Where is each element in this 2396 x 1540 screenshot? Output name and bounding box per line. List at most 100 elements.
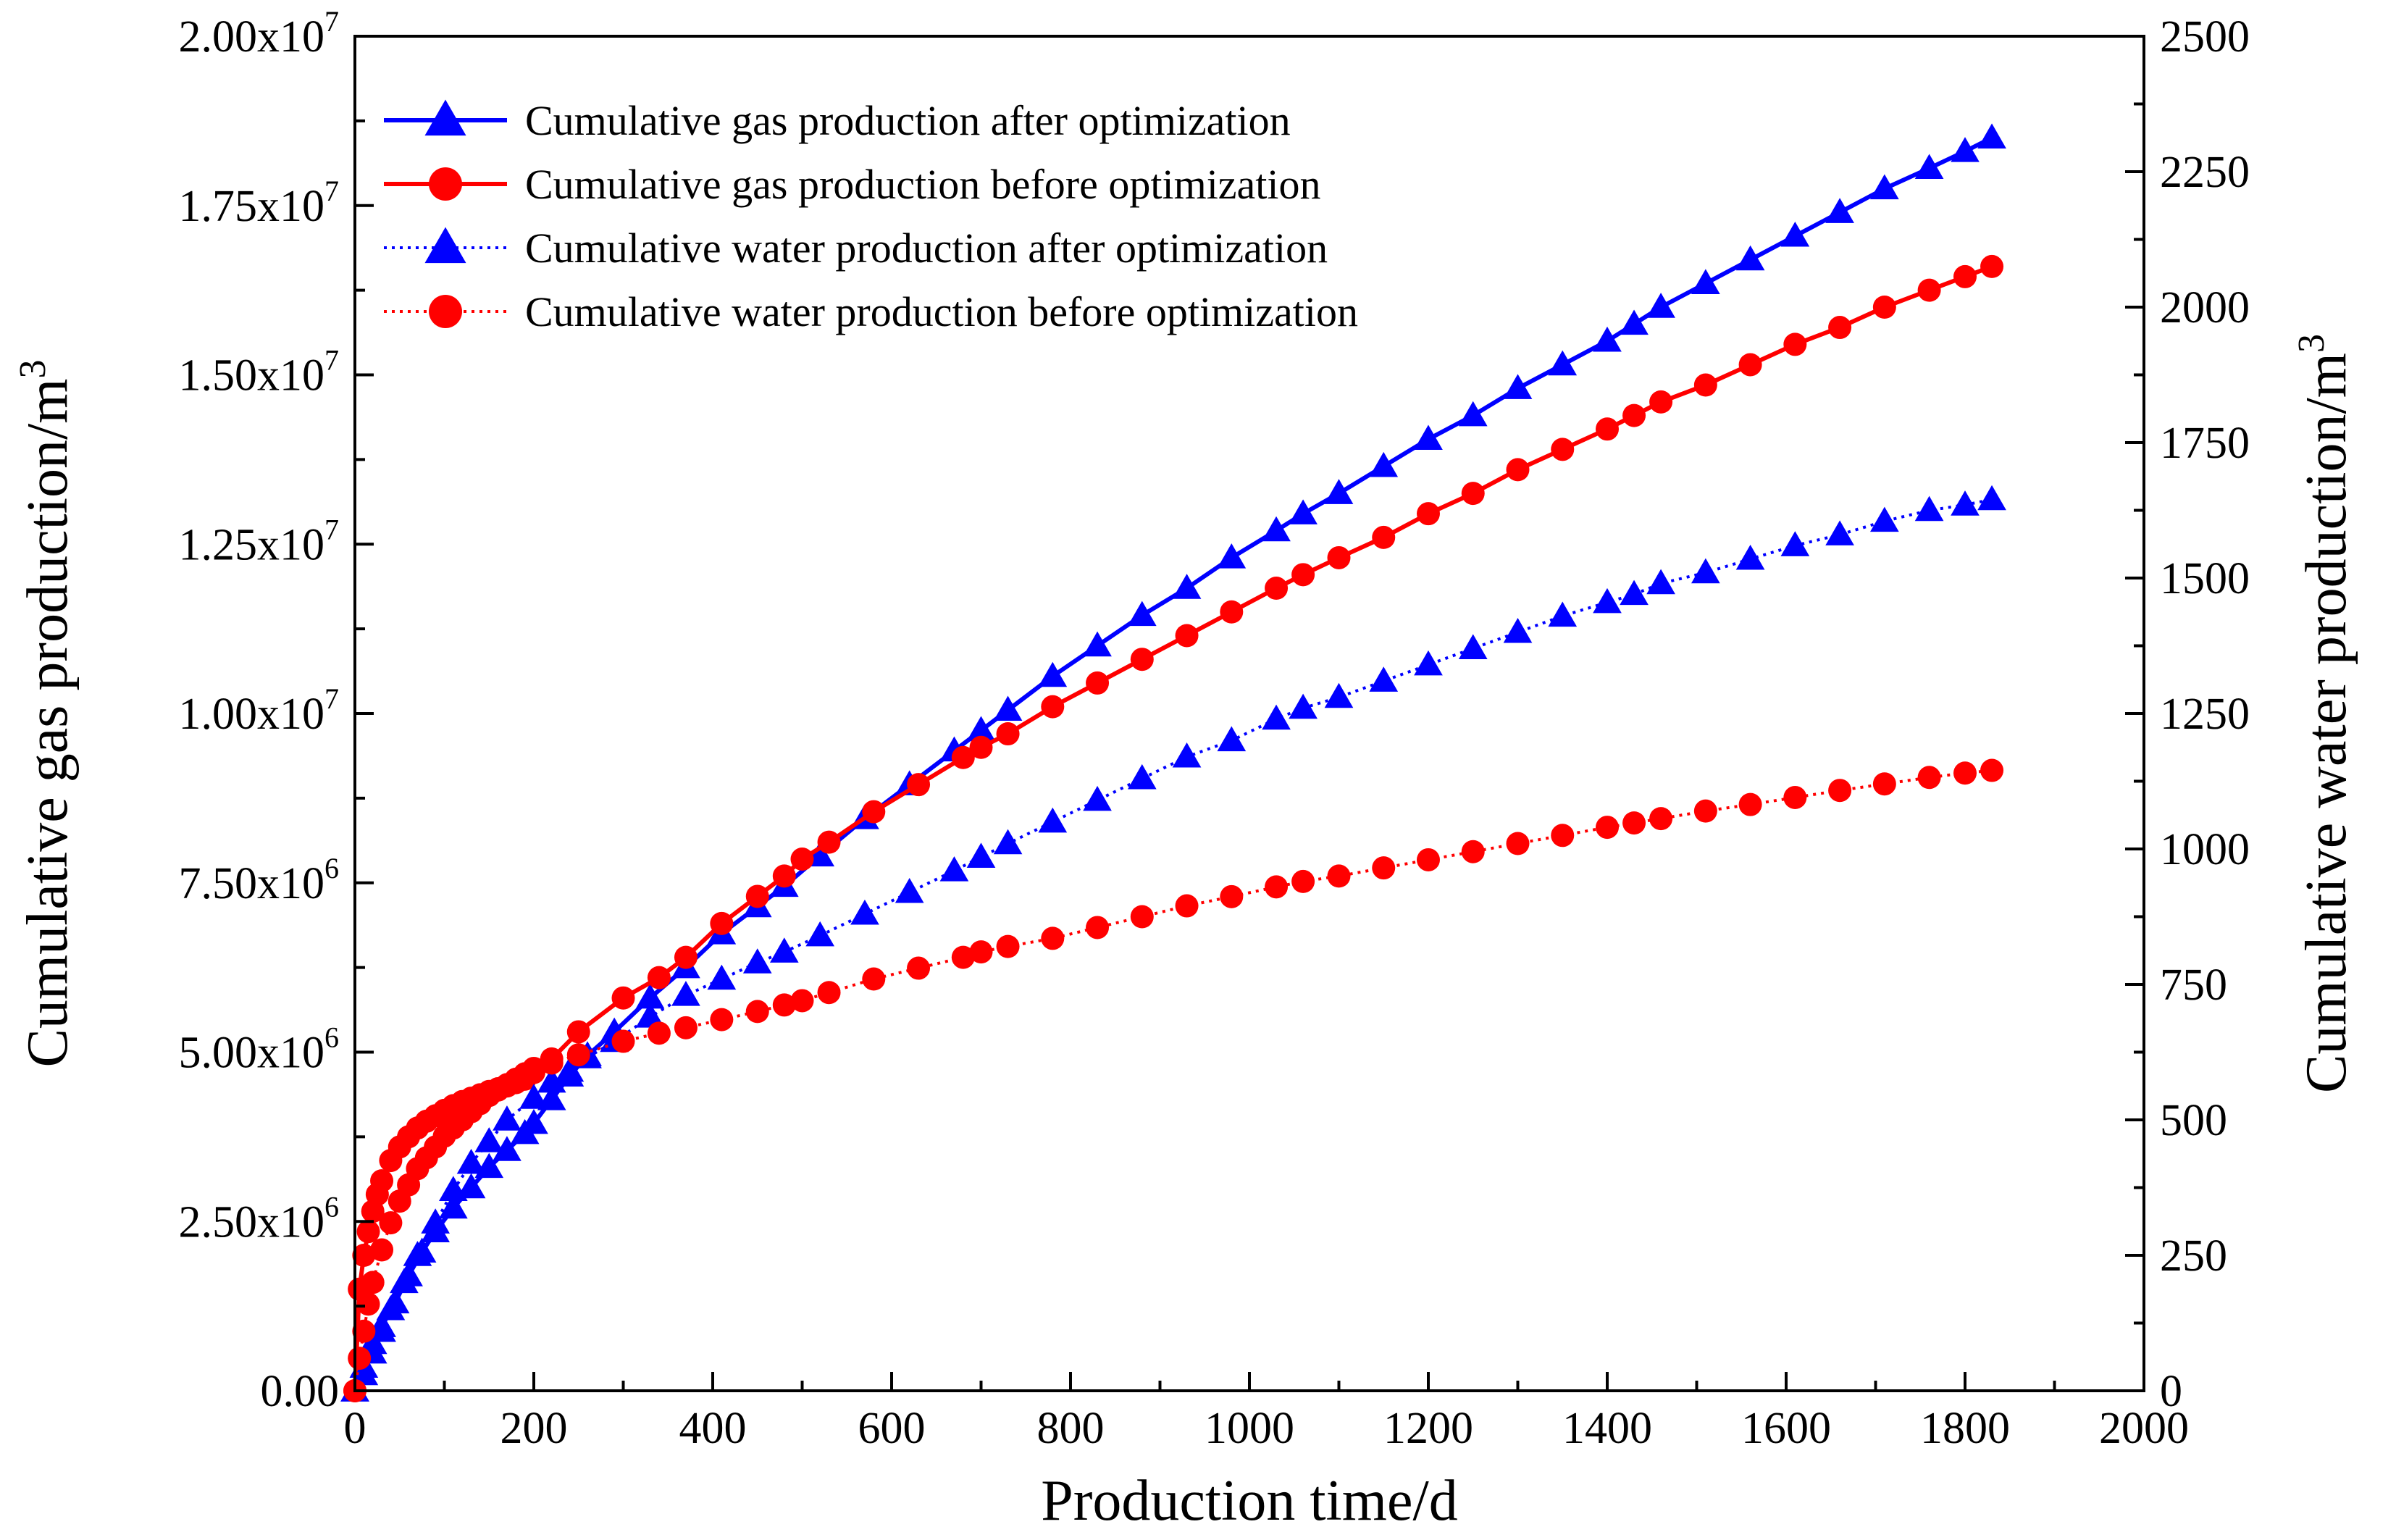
data-point <box>907 773 931 797</box>
data-point <box>439 1193 468 1219</box>
data-point <box>522 1056 545 1080</box>
data-point <box>456 1149 486 1174</box>
data-point <box>1327 545 1351 569</box>
data-point <box>1953 761 1977 785</box>
legend-item: Cumulative water production after optimi… <box>384 225 1328 272</box>
data-point <box>907 956 931 980</box>
data-point <box>1041 926 1065 950</box>
data-point <box>1953 264 1977 288</box>
data-point <box>1086 671 1110 695</box>
data-point <box>969 940 993 964</box>
data-point <box>951 945 975 969</box>
data-point <box>474 1127 504 1152</box>
data-point <box>1369 451 1399 477</box>
data-point <box>1503 374 1533 399</box>
data-point <box>1130 648 1154 671</box>
y-left-tick-label: 0.00 <box>261 1367 340 1416</box>
data-point <box>1780 531 1810 556</box>
y-left-tick-label: 1.25x107 <box>179 513 340 569</box>
data-point <box>1458 634 1488 659</box>
data-point <box>1649 807 1673 831</box>
data-point <box>540 1051 564 1075</box>
data-point <box>1870 174 1899 200</box>
x-tick-label: 1800 <box>1920 1404 2010 1453</box>
y-right-tick-label: 0 <box>2160 1367 2182 1416</box>
x-axis-title: Production time/d <box>1041 1469 1458 1533</box>
data-point <box>1693 799 1717 823</box>
data-point <box>817 830 841 854</box>
data-point <box>1622 403 1646 427</box>
y-right-tick-label: 2000 <box>2160 283 2250 332</box>
data-point <box>348 1347 372 1370</box>
data-point <box>1548 601 1578 627</box>
data-point <box>611 1029 635 1053</box>
left-y-axis-title-superscript: 3 <box>12 360 54 379</box>
series-1 <box>343 254 2004 1402</box>
data-point <box>1620 309 1649 335</box>
data-point <box>1622 811 1646 835</box>
data-point <box>1324 479 1354 504</box>
data-point <box>635 1003 665 1028</box>
legend-label: Cumulative water production after optimi… <box>525 225 1328 272</box>
circle-marker-icon <box>429 167 462 201</box>
data-point <box>1324 682 1354 708</box>
data-point <box>1175 624 1199 648</box>
data-point <box>772 864 796 888</box>
y-left-tick-label: 1.00x107 <box>179 682 340 739</box>
x-tick-label: 800 <box>1037 1404 1105 1453</box>
data-point <box>993 829 1023 855</box>
data-point <box>493 1136 521 1161</box>
data-point <box>1506 458 1530 482</box>
data-point <box>1872 772 1896 796</box>
x-tick-label: 200 <box>500 1404 568 1453</box>
data-point <box>1691 558 1720 584</box>
data-point <box>352 1244 376 1267</box>
data-point <box>790 989 814 1013</box>
right-y-axis-title: Cumulative water production/m3 <box>2291 334 2358 1093</box>
data-point <box>1593 587 1622 614</box>
data-point <box>370 1238 394 1262</box>
data-point <box>996 722 1020 746</box>
right-y-axis-title-text: Cumulative water production/m <box>2295 353 2358 1093</box>
data-point <box>966 842 996 868</box>
legend-label: Cumulative water production before optim… <box>525 288 1358 335</box>
data-point <box>710 1008 734 1031</box>
data-point <box>1083 785 1112 811</box>
data-point <box>1917 766 1941 790</box>
y-left-tick-label: 2.50x106 <box>179 1190 340 1247</box>
data-point <box>1825 520 1854 545</box>
data-point <box>379 1211 403 1235</box>
data-point <box>537 1067 566 1093</box>
data-point <box>1649 390 1673 414</box>
data-point <box>421 1208 450 1234</box>
data-point <box>1503 617 1533 643</box>
series-line <box>353 264 1993 1392</box>
data-point <box>1083 631 1112 657</box>
data-point <box>1265 577 1289 600</box>
data-point <box>1870 506 1899 532</box>
data-point <box>1265 875 1289 899</box>
data-point <box>745 1000 769 1024</box>
data-point <box>996 934 1020 958</box>
data-point <box>1289 693 1318 719</box>
data-point <box>1461 482 1485 506</box>
y-right-tick-label: 1250 <box>2160 690 2250 739</box>
data-point <box>1620 579 1649 606</box>
left-y-axis-title: Cumulative gas production/m3 <box>12 360 80 1068</box>
data-point <box>1289 499 1318 524</box>
series-line <box>353 498 1993 1392</box>
data-point <box>1127 763 1157 790</box>
legend-item: Cumulative gas production before optimiz… <box>384 161 1321 208</box>
data-point <box>951 745 975 769</box>
y-right-tick-label: 750 <box>2160 961 2227 1010</box>
data-point <box>403 1241 432 1266</box>
data-point <box>1220 600 1244 624</box>
data-point <box>1596 816 1619 840</box>
data-point <box>1548 350 1578 376</box>
y-right-tick-label: 2250 <box>2160 148 2250 197</box>
data-point <box>356 1220 380 1244</box>
circle-marker-icon <box>429 295 462 328</box>
data-point <box>1506 832 1530 855</box>
data-point <box>1130 905 1154 929</box>
data-point <box>710 911 734 935</box>
